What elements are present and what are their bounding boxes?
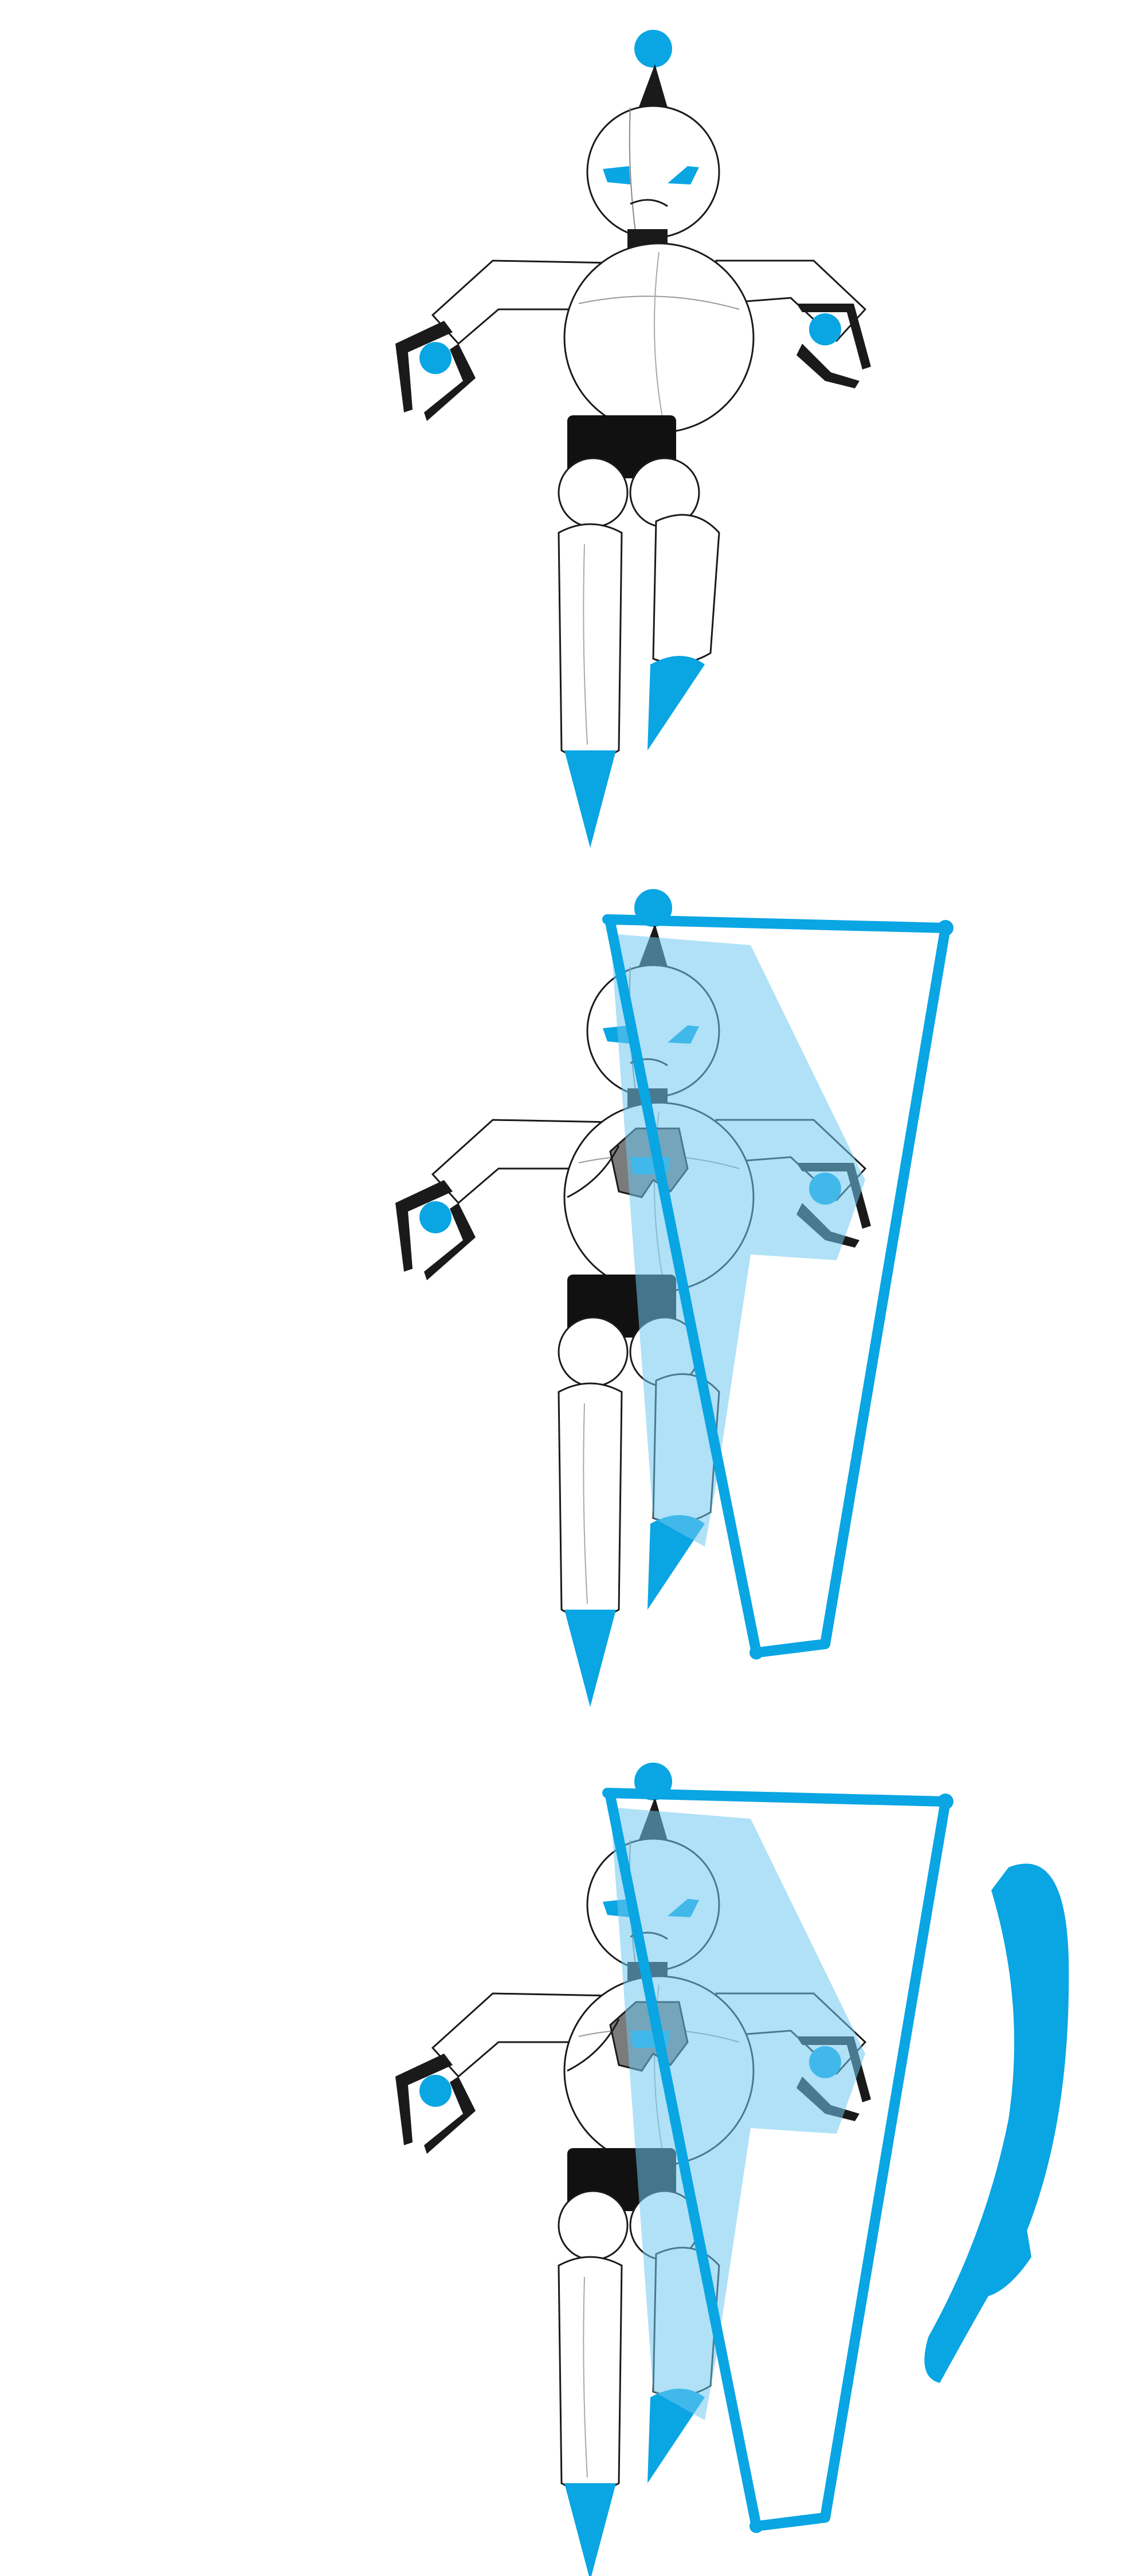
blue-brush-stroke xyxy=(924,1863,1069,2383)
translucent-blue-overlay xyxy=(610,934,865,1547)
robot-figure-with-beam-and-stroke xyxy=(394,1761,1069,2576)
robot-figure-with-beam xyxy=(394,888,953,1708)
robot-figure xyxy=(394,29,872,849)
panel-1 xyxy=(0,0,1146,859)
panel-2 xyxy=(0,859,1146,1718)
light-beam-outline xyxy=(602,914,951,1658)
translucent-blue-overlay xyxy=(610,1807,865,2420)
panel-3 xyxy=(0,1718,1146,2576)
light-beam-outline xyxy=(602,1788,951,2531)
